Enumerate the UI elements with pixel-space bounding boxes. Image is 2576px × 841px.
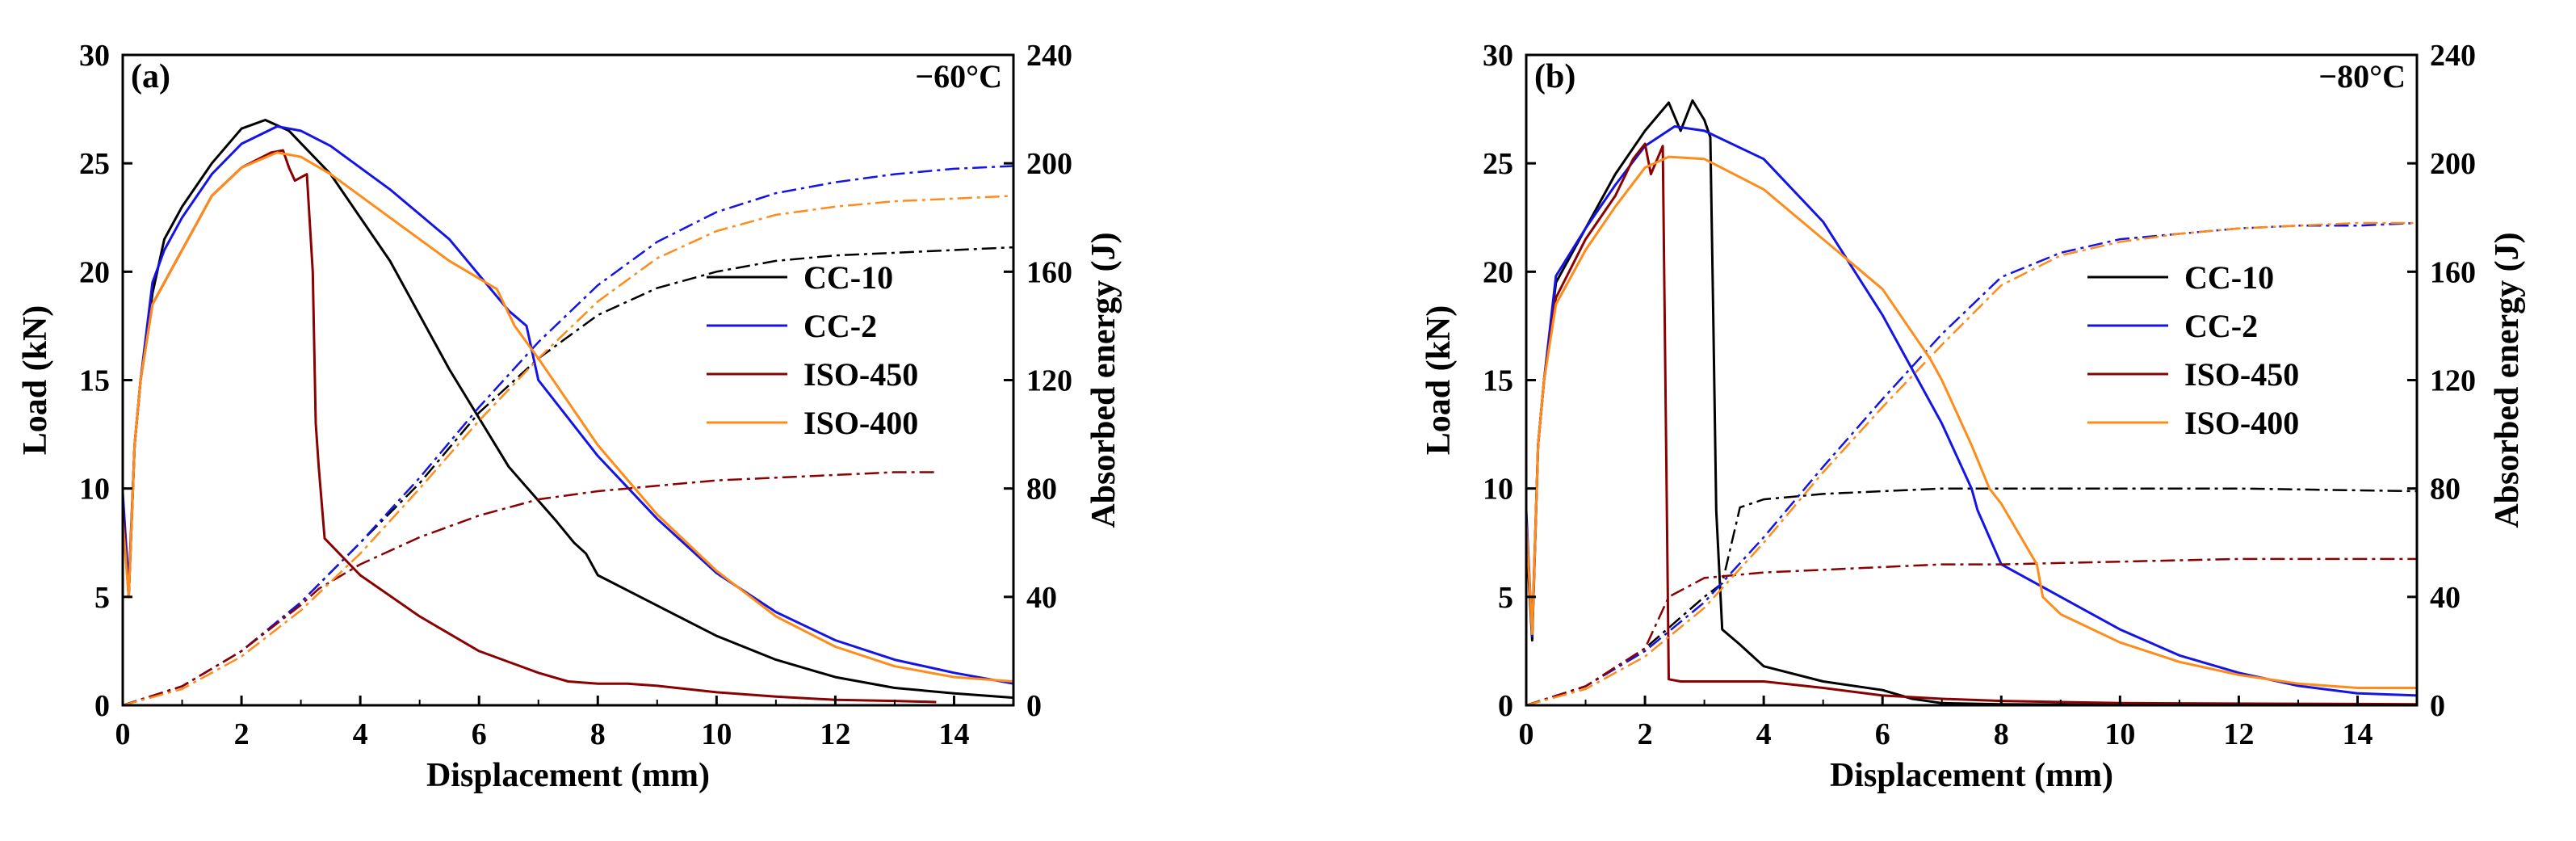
y-axis-label: Load (kN) — [1420, 305, 1458, 456]
energy-curve-iso-450 — [1526, 557, 2417, 705]
y2-tick-label: 240 — [2430, 39, 2476, 73]
curves-group — [123, 119, 1013, 705]
x-tick-label: 0 — [115, 717, 131, 751]
legend-label-cc-10: CC-10 — [803, 259, 893, 296]
x-tick-label: 10 — [701, 717, 732, 751]
energy-curve-cc-2 — [123, 165, 1013, 705]
legend-label-iso-450: ISO-450 — [803, 356, 918, 393]
legend-label-iso-400: ISO-400 — [2184, 405, 2299, 441]
x-tick-label: 12 — [820, 717, 850, 751]
energy-curve-iso-450 — [123, 471, 937, 705]
y2-tick-label: 120 — [1026, 364, 1072, 398]
temperature-label: −80°C — [2318, 58, 2406, 95]
y2-tick-label: 0 — [1026, 689, 1042, 723]
y-tick-label: 30 — [79, 39, 110, 73]
y-tick-label: 30 — [1483, 39, 1513, 73]
x-tick-label: 6 — [1875, 717, 1890, 751]
x-tick-label: 4 — [1756, 717, 1772, 751]
chart-panel-a: 0 2 4 6 8 10 12 14 0 5 10 15 20 25 30 0 40 80 120 160 200 240… — [17, 39, 1122, 794]
y-tick-label: 25 — [79, 147, 110, 181]
y2-axis-label: Absorbed energy (J) — [1085, 232, 1122, 528]
legend: CC-10 CC-2 ISO-450 ISO-400 — [707, 259, 918, 441]
x-tick-label: 10 — [2104, 717, 2135, 751]
y-tick-label: 5 — [1498, 581, 1513, 615]
energy-curve-cc-2 — [1526, 221, 2417, 705]
load-curve-cc-2 — [123, 125, 1013, 685]
y2-tick-label: 200 — [2430, 147, 2476, 181]
x-tick-label: 14 — [2342, 717, 2373, 751]
x-tick-label: 8 — [590, 717, 606, 751]
ticks-group: 0 2 4 6 8 10 12 14 0 5 10 15 20 25 30 0 40 80 120 160 200 240 — [79, 39, 1072, 751]
energy-curve-cc-10 — [123, 246, 1013, 705]
ticks-group: 0 2 4 6 8 10 12 14 0 5 10 15 20 25 30 0 40 80 120 160 200 240 — [1483, 39, 2476, 751]
y2-tick-label: 40 — [2430, 581, 2461, 615]
legend-label-cc-2: CC-2 — [803, 308, 877, 344]
curves-group — [1526, 99, 2417, 705]
x-tick-label: 12 — [2223, 717, 2254, 751]
y2-tick-label: 240 — [1026, 39, 1072, 73]
x-tick-label: 14 — [938, 717, 969, 751]
x-axis-label: Displacement (mm) — [1830, 757, 2113, 794]
load-curve-cc-2 — [1526, 125, 2417, 697]
x-axis-label: Displacement (mm) — [426, 757, 710, 794]
y-tick-label: 10 — [1483, 473, 1513, 507]
energy-curve-iso-400 — [1526, 221, 2417, 705]
chart-panel-b: 0 2 4 6 8 10 12 14 0 5 10 15 20 25 30 0 40 80 120 160 200 240… — [1420, 39, 2526, 794]
y2-axis-label: Absorbed energy (J) — [2489, 232, 2526, 528]
y2-tick-label: 0 — [2430, 689, 2445, 723]
panel-label: (a) — [131, 58, 170, 95]
x-tick-label: 4 — [353, 717, 368, 751]
y-tick-label: 15 — [79, 364, 110, 398]
y-tick-label: 0 — [94, 689, 110, 723]
y-tick-label: 20 — [1483, 255, 1513, 289]
y-tick-label: 0 — [1498, 689, 1513, 723]
legend-label-cc-2: CC-2 — [2184, 308, 2258, 344]
y2-tick-label: 160 — [1026, 255, 1072, 289]
energy-curve-iso-400 — [123, 195, 1013, 705]
load-curve-iso-400 — [123, 151, 1013, 683]
panel-label: (b) — [1534, 58, 1575, 95]
y2-tick-label: 160 — [2430, 255, 2476, 289]
x-tick-label: 0 — [1519, 717, 1534, 751]
x-tick-label: 2 — [234, 717, 250, 751]
y-tick-label: 10 — [79, 473, 110, 507]
legend-label-iso-400: ISO-400 — [803, 405, 918, 441]
y-axis-label: Load (kN) — [17, 305, 54, 456]
y2-tick-label: 80 — [2430, 473, 2461, 507]
legend-label-cc-10: CC-10 — [2184, 259, 2274, 296]
energy-curve-cc-10 — [1526, 487, 2417, 705]
x-tick-label: 8 — [1994, 717, 2009, 751]
y-tick-label: 15 — [1483, 364, 1513, 398]
load-curve-cc-10 — [123, 119, 1013, 700]
y-tick-label: 5 — [94, 581, 110, 615]
temperature-label: −60°C — [915, 58, 1002, 95]
y-tick-label: 20 — [79, 255, 110, 289]
y-tick-label: 25 — [1483, 147, 1513, 181]
x-tick-label: 2 — [1638, 717, 1653, 751]
x-tick-label: 6 — [472, 717, 487, 751]
legend: CC-10 CC-2 ISO-450 ISO-400 — [2087, 259, 2299, 441]
y2-tick-label: 200 — [1026, 147, 1072, 181]
y2-tick-label: 40 — [1026, 581, 1057, 615]
y2-tick-label: 120 — [2430, 364, 2476, 398]
y2-tick-label: 80 — [1026, 473, 1057, 507]
legend-label-iso-450: ISO-450 — [2184, 356, 2299, 393]
